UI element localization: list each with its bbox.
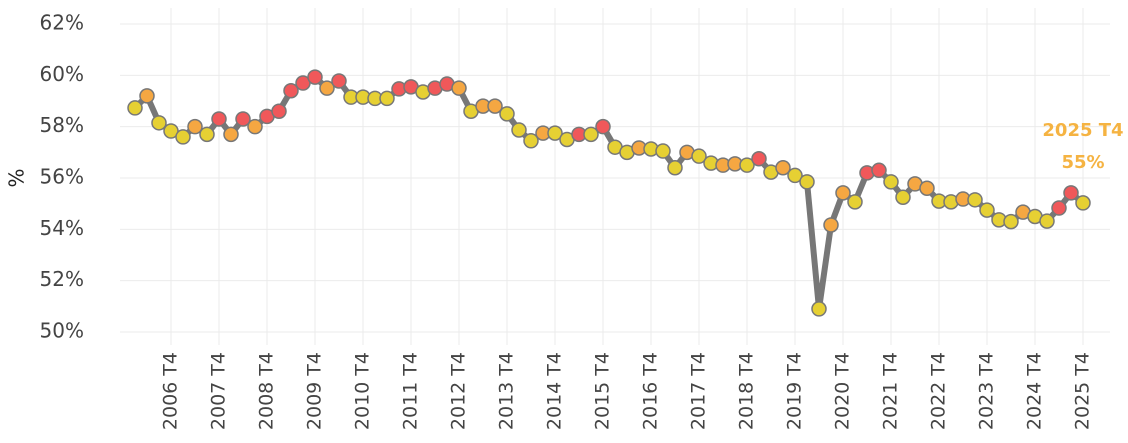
- x-tick-label: 2016 T4: [640, 352, 662, 430]
- annotation-title: 2025 T4: [1042, 120, 1123, 141]
- point: [799, 174, 815, 190]
- point: [967, 192, 983, 208]
- point: [787, 167, 803, 184]
- x-tick-label: 2015 T4: [592, 352, 614, 430]
- point: [979, 202, 995, 218]
- point: [379, 90, 395, 107]
- point: [751, 151, 767, 167]
- x-tick-label: 2025 T4: [1072, 352, 1094, 430]
- point: [1039, 213, 1055, 229]
- y-tick-label: 60%: [40, 62, 84, 86]
- x-tick-label: 2013 T4: [496, 352, 518, 430]
- x-tick-label: 2006 T4: [160, 352, 182, 430]
- point: [1003, 213, 1019, 230]
- point: [235, 111, 251, 127]
- x-tick-label: 2018 T4: [736, 352, 758, 430]
- point: [271, 103, 287, 120]
- point: [523, 133, 539, 149]
- point: [223, 126, 239, 143]
- x-tick-label: 2010 T4: [352, 352, 374, 430]
- point: [187, 118, 203, 135]
- point: [1063, 185, 1079, 201]
- y-tick-label: 50%: [40, 319, 84, 343]
- point: [775, 159, 791, 176]
- point: [919, 180, 935, 197]
- x-tick-label: 2022 T4: [928, 352, 950, 430]
- x-tick-label: 2021 T4: [880, 352, 902, 430]
- point: [511, 122, 527, 138]
- point: [847, 194, 863, 210]
- point: [175, 129, 191, 145]
- point: [247, 118, 263, 135]
- y-tick-label: 52%: [40, 267, 84, 291]
- x-tick-label: 2020 T4: [832, 352, 854, 430]
- point: [883, 174, 899, 190]
- point: [895, 189, 911, 205]
- annotation-value: 55%: [1061, 152, 1104, 173]
- point: [655, 143, 671, 159]
- point: [331, 73, 347, 89]
- point: [451, 80, 467, 96]
- x-tick-label: 2007 T4: [208, 352, 230, 430]
- y-tick-label: 62%: [40, 11, 84, 35]
- point: [547, 125, 563, 141]
- x-tick-label: 2019 T4: [784, 352, 806, 430]
- point: [667, 159, 683, 176]
- point: [823, 217, 839, 233]
- point: [199, 126, 215, 143]
- point: [487, 98, 503, 114]
- point: [811, 301, 827, 317]
- x-tick-label: 2012 T4: [448, 352, 470, 430]
- point: [583, 126, 599, 143]
- point: [595, 118, 611, 135]
- point: [307, 69, 323, 85]
- point: [151, 115, 167, 131]
- point: [499, 106, 515, 122]
- point: [283, 82, 299, 99]
- point: [127, 100, 143, 116]
- point: [139, 88, 155, 104]
- y-tick-label: 56%: [40, 165, 84, 189]
- point: [1075, 195, 1091, 211]
- point: [691, 148, 707, 164]
- x-tick-label: 2017 T4: [688, 352, 710, 430]
- y-axis-label: %: [5, 168, 29, 187]
- x-tick-label: 2014 T4: [544, 352, 566, 430]
- point: [835, 185, 851, 201]
- x-tick-label: 2011 T4: [400, 352, 422, 430]
- point: [319, 80, 335, 96]
- y-tick-label: 58%: [40, 113, 84, 137]
- x-tick-label: 2009 T4: [304, 352, 326, 430]
- x-tick-label: 2024 T4: [1024, 352, 1046, 430]
- y-tick-label: 54%: [40, 216, 84, 240]
- x-tick-label: 2023 T4: [976, 352, 998, 430]
- point: [739, 157, 755, 173]
- x-tick-label: 2008 T4: [256, 352, 278, 430]
- point: [871, 162, 887, 179]
- point: [1051, 200, 1067, 216]
- point: [211, 111, 227, 127]
